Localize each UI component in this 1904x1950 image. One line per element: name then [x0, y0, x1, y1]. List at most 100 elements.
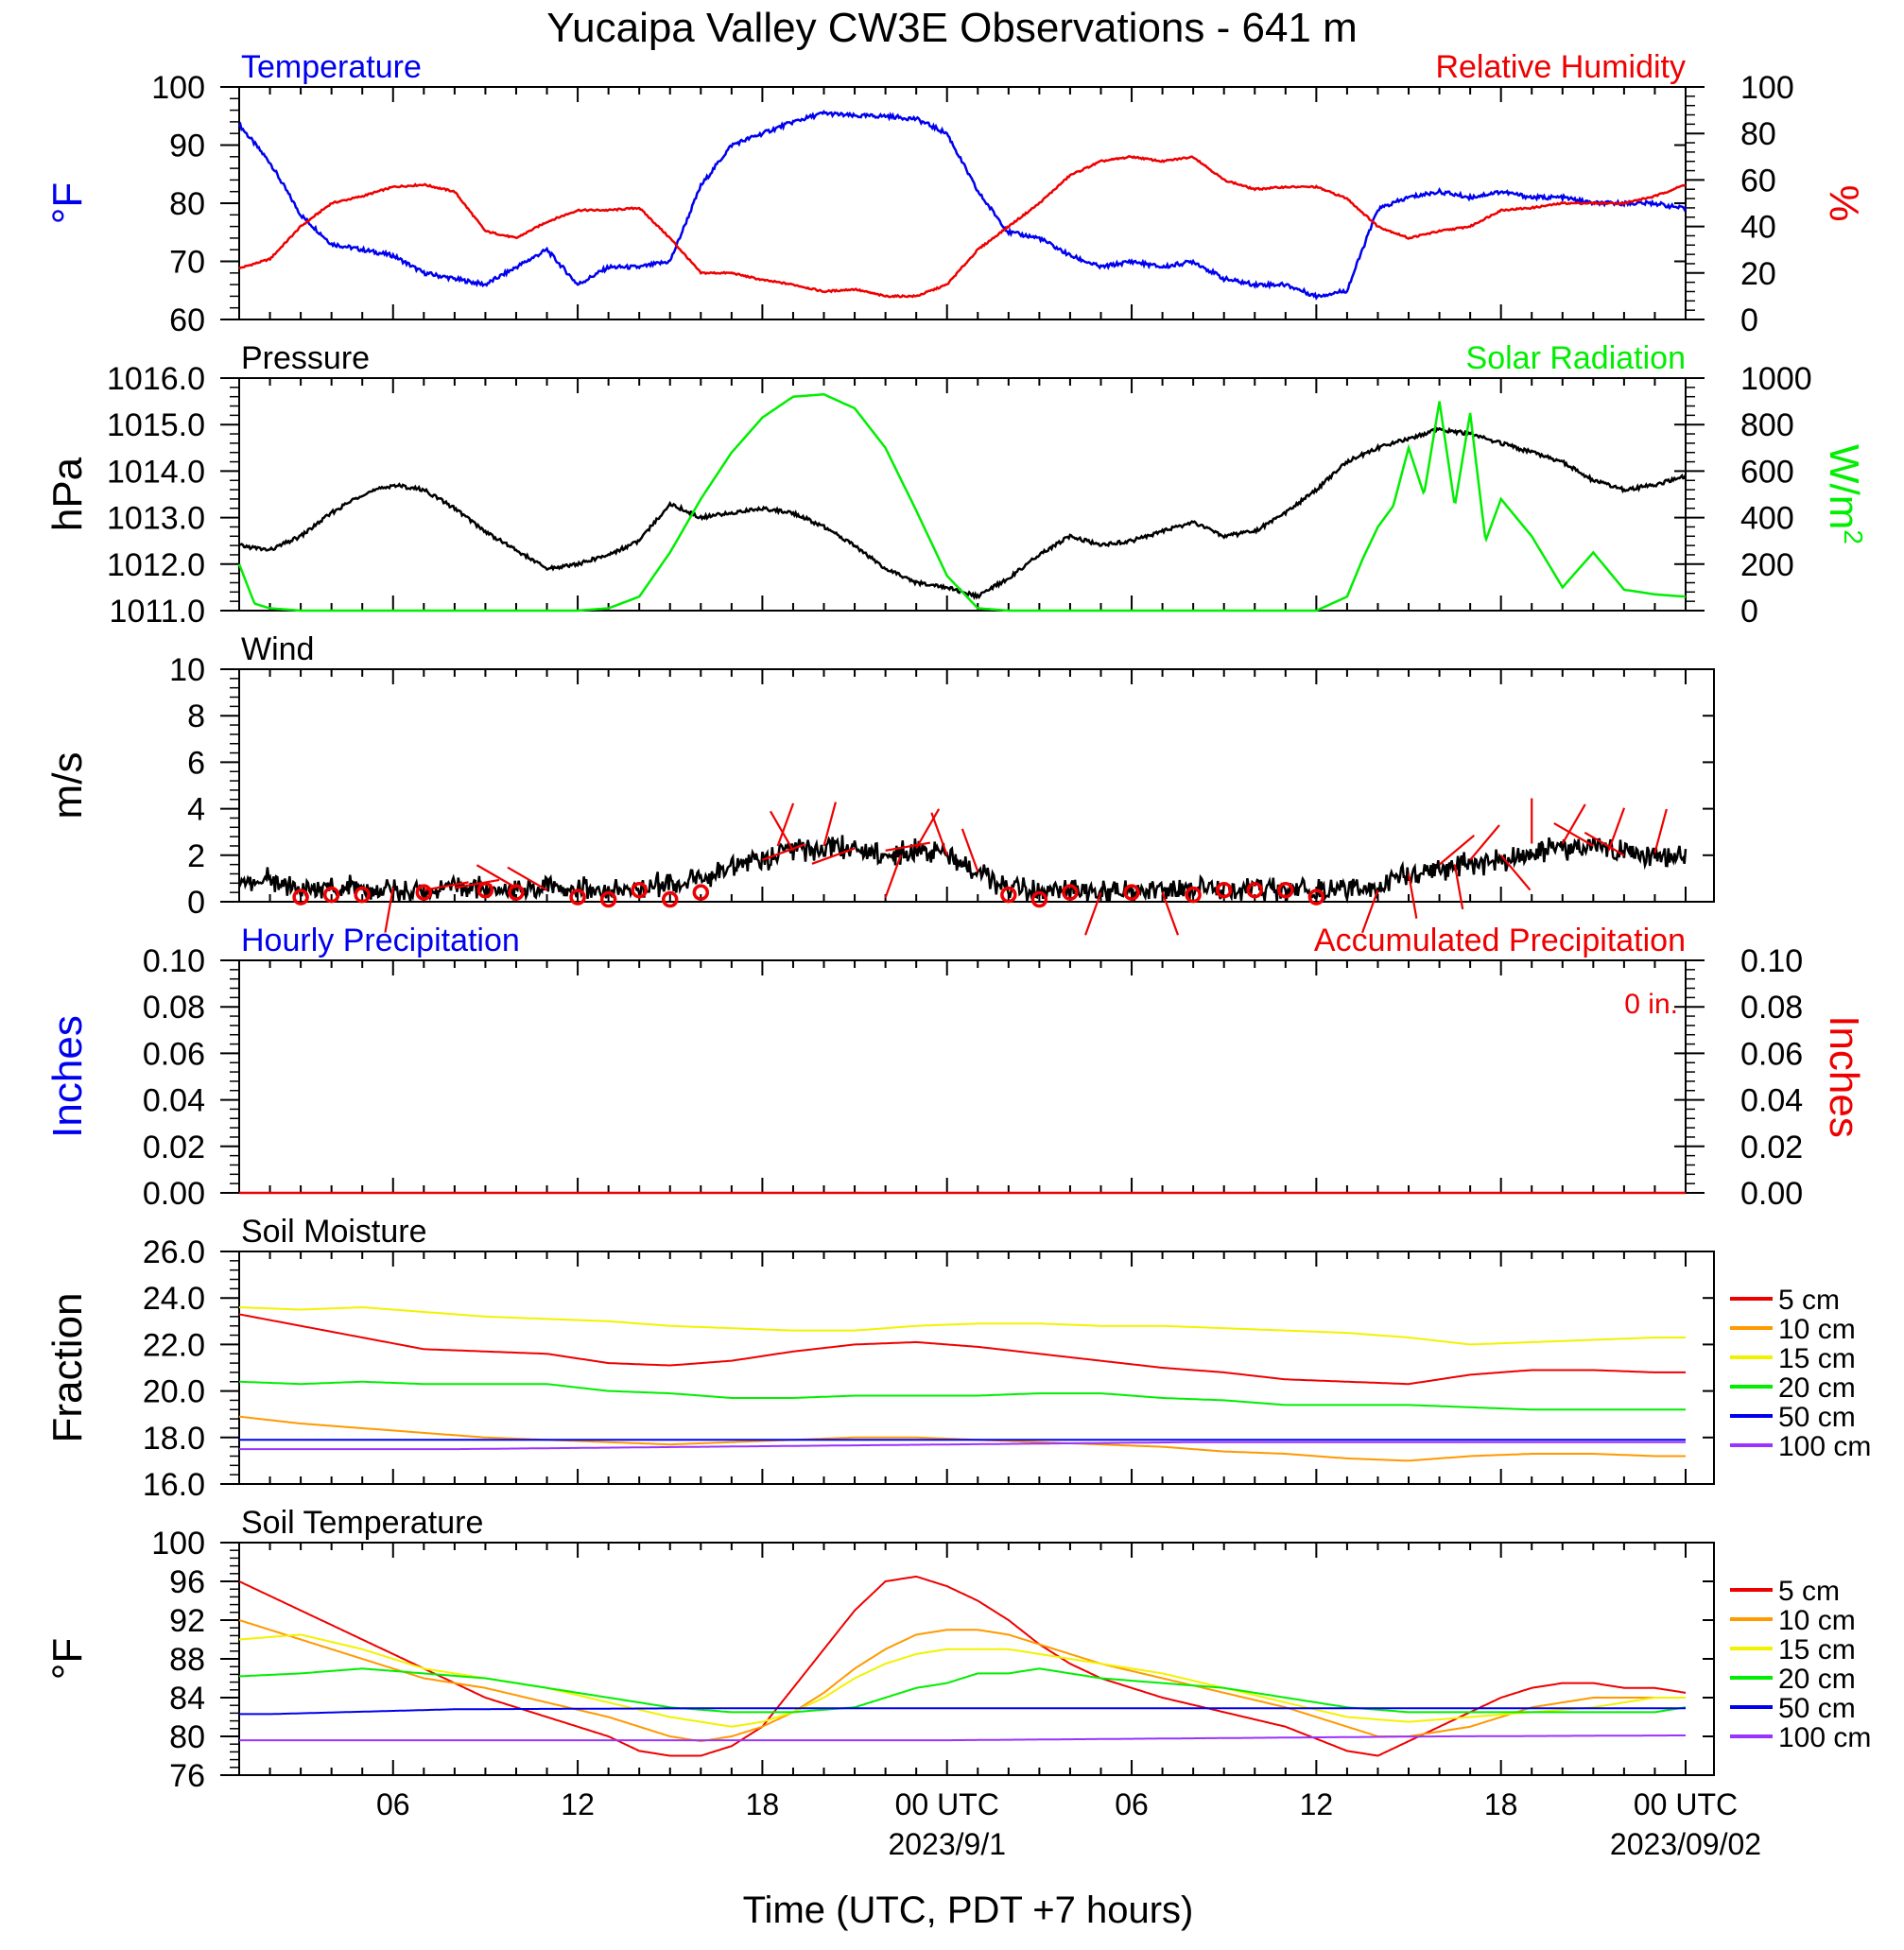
y-tick-label-left: 0 — [187, 885, 205, 921]
wind-barb — [884, 854, 902, 899]
panel-title-right: Relative Humidity — [1435, 49, 1686, 85]
x-tick-label: 12 — [561, 1787, 595, 1821]
calm-wind-circle — [631, 881, 648, 899]
panel-title-left: Hourly Precipitation — [241, 923, 520, 958]
calm-wind-circle — [692, 884, 710, 901]
series-line-50-cm — [239, 1707, 1686, 1716]
calm-wind-circle — [415, 884, 433, 901]
wind-barb — [424, 881, 469, 891]
y-tick-label-right: 400 — [1740, 501, 1794, 537]
y-axis-label-left: °F — [44, 182, 91, 224]
y-tick-label-left: 8 — [187, 699, 205, 734]
y-tick-label-left: 80 — [169, 1719, 205, 1755]
y-axis-label-right: W/m2 — [1821, 444, 1869, 544]
y-tick-label-left: 90 — [169, 129, 205, 164]
panel-title-left: Wind — [241, 631, 314, 667]
legend-label: 20 cm — [1778, 1372, 1856, 1404]
panel-title-right: Accumulated Precipitation — [1314, 923, 1686, 958]
series-line-10-cm — [238, 1619, 1686, 1743]
legend-label: 10 cm — [1778, 1314, 1856, 1345]
y-axis-label-left: hPa — [44, 457, 91, 531]
panel-frame — [238, 377, 1687, 612]
y-tick-label-right: 0.02 — [1740, 1130, 1803, 1165]
calm-wind-circle — [1030, 890, 1048, 908]
calm-wind-circle — [569, 889, 586, 906]
series-line-20-cm — [239, 1380, 1686, 1411]
wind-barb — [811, 847, 856, 865]
series-line-15-cm — [238, 1305, 1686, 1346]
legend-label: 100 cm — [1778, 1722, 1871, 1753]
wind-barb — [1499, 854, 1532, 891]
y-tick-label-left: 84 — [169, 1681, 205, 1717]
wind-barb — [1453, 864, 1464, 910]
legend-label: 50 cm — [1778, 1402, 1856, 1433]
y-tick-label-left: 1011.0 — [110, 594, 205, 630]
wind-barb — [454, 878, 500, 889]
y-tick-label-left: 20.0 — [143, 1374, 205, 1410]
series-line-solar-radiation — [237, 392, 1687, 613]
series-line-100-cm — [239, 1441, 1686, 1451]
y-tick-label-left: 1015.0 — [107, 407, 205, 443]
series-line-5-cm — [238, 1575, 1687, 1757]
x-axis: 06 12 18 00 UTC 06 12 18 00 UTC 2023/9/1 2023/09/… — [376, 1787, 1761, 1861]
wind-barb — [770, 810, 794, 852]
series-line-20-cm — [238, 1667, 1687, 1714]
legend-label: 5 cm — [1778, 1576, 1840, 1607]
wind-barb — [1469, 824, 1500, 861]
series-group — [238, 1305, 1686, 1462]
calm-wind-circle — [1246, 881, 1264, 899]
y-tick-label-left: 26.0 — [143, 1234, 205, 1270]
y-tick-label-right: 0.04 — [1740, 1083, 1803, 1119]
panel-title-left: Soil Temperature — [241, 1505, 483, 1541]
y-tick-label-right: 0 — [1740, 594, 1758, 630]
y-tick-label-left: 1013.0 — [107, 501, 205, 537]
y-tick-label-left: 0.02 — [143, 1130, 205, 1165]
panel-frame — [238, 86, 1687, 320]
wind-barb — [1438, 834, 1476, 866]
x-tick-label: 12 — [1300, 1787, 1334, 1821]
y-axis-label-left: m/s — [44, 752, 91, 820]
calm-wind-circle — [292, 889, 309, 906]
legend-label: 50 cm — [1778, 1693, 1856, 1724]
y-tick-label-left: 96 — [169, 1564, 205, 1600]
y-tick-label-left: 0.06 — [143, 1036, 205, 1072]
y-tick-label-right: 0 — [1740, 302, 1758, 338]
wind-barb — [384, 888, 394, 933]
y-tick-label-right: 100 — [1740, 70, 1794, 106]
wind-barb — [1084, 891, 1102, 936]
wind-barb — [915, 808, 941, 849]
wind-barb — [762, 843, 805, 861]
x-date-label: 2023/9/1 — [888, 1827, 1006, 1861]
y-axis-label-left: Fraction — [44, 1293, 91, 1443]
panel-title-left: Temperature — [241, 49, 422, 85]
y-tick-label-right: 40 — [1740, 210, 1776, 246]
series-line-10-cm — [238, 1415, 1686, 1462]
y-tick-label-left: 80 — [169, 186, 205, 222]
series-group — [237, 110, 1688, 301]
y-tick-label-left: 100 — [151, 70, 205, 106]
series-line-5-cm — [238, 1313, 1686, 1386]
calm-wind-circle — [1215, 881, 1233, 899]
y-tick-label-left: 0.08 — [143, 990, 205, 1026]
y-tick-label-right: 1000 — [1740, 361, 1812, 397]
series-group — [237, 835, 1688, 904]
calm-wind-circle — [1185, 886, 1202, 904]
panel-title-left: Soil Moisture — [241, 1214, 427, 1250]
series-line-pressure — [239, 426, 1688, 600]
calm-wind-circle — [322, 886, 340, 904]
y-tick-label-left: 60 — [169, 302, 205, 338]
wind-barb — [1553, 822, 1594, 847]
calm-wind-circle — [1123, 884, 1140, 901]
y-tick-label-left: 88 — [169, 1642, 205, 1678]
legend-label: 15 cm — [1778, 1634, 1856, 1665]
wind-barbs — [292, 798, 1668, 936]
y-tick-label-right: 0.10 — [1740, 943, 1803, 979]
y-tick-label-left: 16.0 — [143, 1467, 205, 1503]
y-tick-label-left: 1014.0 — [107, 454, 205, 490]
wind-barb — [507, 866, 548, 891]
y-tick-label-left: 6 — [187, 745, 205, 781]
